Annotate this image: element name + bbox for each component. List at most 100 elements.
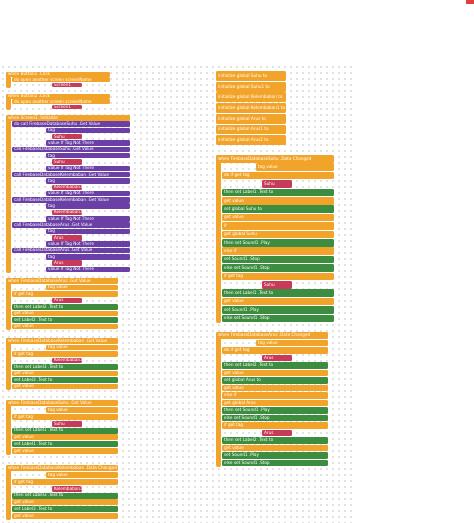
block-header[interactable]: when FirebaseDatabaseSuhu .Got Value <box>6 400 118 407</box>
block-header[interactable]: when FirebaseDatabaseKelembaban .Got Val… <box>6 338 118 344</box>
block-row[interactable]: else set Sound1 .Stop <box>222 314 334 323</box>
block-row[interactable]: initialize global Suhu1 to <box>216 81 286 92</box>
block-row[interactable]: then set Label1 .Text to <box>222 188 334 197</box>
block-row[interactable]: Arus <box>262 429 292 437</box>
block-row[interactable]: get value <box>12 434 118 441</box>
block-row[interactable]: do call FirebaseDatabaseSuhu .Get Value <box>12 121 130 127</box>
block-row[interactable]: then set Sound1 .Play <box>222 239 334 247</box>
block-row[interactable]: set Label3 .Text to <box>12 377 118 383</box>
block-row[interactable]: if get tag <box>12 291 118 297</box>
block-row[interactable]: tag <box>46 203 130 209</box>
block-header[interactable]: when FirebaseDatabaseSuhu .Data Changed <box>216 155 334 163</box>
block-row[interactable]: get value <box>222 297 334 306</box>
block-row[interactable]: if get tag <box>222 272 334 281</box>
block-row[interactable]: get value <box>12 323 118 330</box>
block-row[interactable]: value If Tag Not There <box>46 165 130 172</box>
block-row[interactable]: get value <box>222 369 328 377</box>
block-row[interactable]: else if <box>222 247 334 255</box>
block-row[interactable]: then set Sound1 .Play <box>222 407 328 414</box>
block-row[interactable]: then set Label2 .Text to <box>12 304 118 310</box>
block-row[interactable]: Kelembaban1 <box>52 209 82 216</box>
block-row[interactable]: then set Label3 .Text to <box>12 492 118 499</box>
block-row[interactable]: value If Tag Not There <box>46 140 130 146</box>
block-row[interactable]: Suhu <box>262 281 292 289</box>
block-row[interactable]: set Label3 .Text to <box>12 506 118 513</box>
block-row[interactable]: get global Arus <box>222 399 328 407</box>
block-row[interactable]: else if <box>222 392 328 399</box>
block-row[interactable]: then set Label1 .Text to <box>12 427 118 434</box>
block-row[interactable]: initialize global Arus2 to <box>216 135 286 146</box>
block-row[interactable]: set Label1 .Text to <box>12 441 118 448</box>
block-row[interactable]: then set Label2 .Text to <box>222 362 328 369</box>
block-header[interactable]: when FirebaseDatabaseArus .Got Value <box>6 278 118 284</box>
block-row[interactable]: then set Label3 .Text to <box>12 364 118 370</box>
block-row[interactable]: value If Tag Not There <box>46 241 130 247</box>
block-row[interactable]: initialize global Kelembaban to <box>216 92 286 103</box>
block-row[interactable]: call FirebaseDatabaseSuhu .Get Value <box>12 146 130 153</box>
block-row[interactable]: Kelembaban1 <box>52 485 82 492</box>
block-row[interactable]: Kelembaban1 <box>52 357 82 364</box>
block-row[interactable]: Arus <box>52 235 82 241</box>
block-row[interactable]: call FirebaseDatabaseArus .Get Value <box>12 247 130 254</box>
block-row[interactable]: Arus <box>52 297 82 304</box>
block-row[interactable]: Arus <box>52 260 82 266</box>
block-row[interactable]: initialize global Arus to <box>216 113 286 124</box>
block-row[interactable]: do if get tag <box>222 171 334 180</box>
block-row[interactable]: get value <box>12 370 118 377</box>
block-row[interactable]: set Sound1 .Play <box>222 452 328 459</box>
block-row[interactable]: else set Sound1 .Stop <box>222 264 334 272</box>
block-row[interactable]: get value <box>222 384 328 392</box>
block-row[interactable]: tag value <box>46 344 118 351</box>
block-row[interactable]: if get tag <box>12 478 118 485</box>
block-row[interactable]: if get tag <box>12 413 118 420</box>
block-row[interactable]: do open another screen screenName <box>12 99 110 104</box>
block-row[interactable]: call FirebaseDatabaseKelembaban .Get Val… <box>12 171 130 178</box>
block-header[interactable]: when FirebaseDatabaseKelembaban .Data Ch… <box>6 465 118 472</box>
block-row[interactable]: get value <box>222 197 334 205</box>
block-row[interactable]: set global Arus to <box>222 377 328 384</box>
block-row[interactable]: set Label2 .Text to <box>12 317 118 323</box>
block-row[interactable]: Suhu <box>52 133 82 140</box>
block-row[interactable]: call FirebaseDatabaseArus .Get Value <box>12 222 130 228</box>
block-row[interactable]: Suhu <box>52 159 82 165</box>
block-row[interactable]: else set Sound1 .Stop <box>222 459 328 467</box>
block-row[interactable]: get value <box>12 448 118 455</box>
block-row[interactable]: tag <box>46 178 130 184</box>
block-header[interactable]: initialize global Suhu to <box>216 71 286 81</box>
block-row[interactable]: Suhu <box>52 420 82 427</box>
block-row[interactable]: do open another screen screenName <box>12 77 110 82</box>
block-row[interactable]: if get tag <box>12 351 118 357</box>
block-row[interactable]: call FirebaseDatabaseKelembaban .Get Val… <box>12 197 130 203</box>
block-row[interactable]: else set Sound1 .Stop <box>222 414 328 422</box>
block-row[interactable]: get global Suhu <box>222 230 334 239</box>
block-row[interactable]: get value <box>12 513 118 520</box>
block-row[interactable]: tag value <box>256 163 334 171</box>
block-row[interactable]: value If Tag Not There <box>46 216 130 222</box>
block-row[interactable]: Screen1 <box>52 104 82 110</box>
block-row[interactable]: set Sound1 .Play <box>222 306 334 314</box>
block-row[interactable]: if <box>222 222 334 230</box>
block-row[interactable]: if get tag <box>222 422 328 429</box>
block-row[interactable]: Arus <box>262 354 292 362</box>
block-header[interactable]: when Button1 .Click <box>6 72 110 77</box>
block-row[interactable]: do if get tag <box>222 347 328 354</box>
block-row[interactable]: tag <box>46 127 130 134</box>
block-row[interactable]: tag <box>46 228 130 235</box>
block-row[interactable]: tag <box>46 254 130 260</box>
block-row[interactable]: value If Tag Not There <box>46 190 130 197</box>
block-row[interactable]: then set Label1 .Text to <box>222 289 334 297</box>
block-row[interactable]: value If Tag Not There <box>46 266 130 273</box>
block-row[interactable]: set global Suhu to <box>222 205 334 213</box>
block-row[interactable]: Suhu <box>262 180 292 188</box>
block-header[interactable]: when FirebaseDatabaseArus .Data Changed <box>216 332 328 339</box>
block-row[interactable]: Kelembaban1 <box>52 184 82 191</box>
block-row[interactable]: get value <box>222 444 328 452</box>
block-row[interactable]: Screen1 <box>52 82 82 88</box>
block-row[interactable]: get value <box>222 213 334 222</box>
block-row[interactable]: initialize global Kelembaban1 to <box>216 103 286 114</box>
block-row[interactable]: tag value <box>46 406 118 413</box>
block-row[interactable]: tag value <box>46 471 118 478</box>
block-row[interactable]: get value <box>12 383 118 390</box>
block-row[interactable]: tag <box>46 152 130 159</box>
block-header[interactable]: when Screen1 .Initialize <box>6 115 130 121</box>
